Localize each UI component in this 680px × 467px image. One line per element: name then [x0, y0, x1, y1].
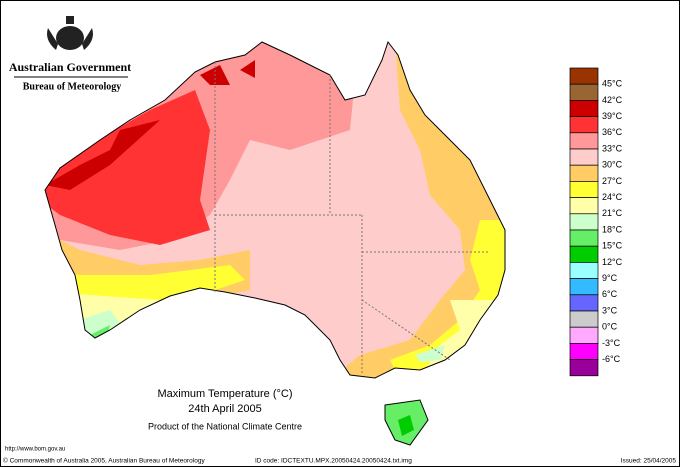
- legend-swatch: [569, 278, 599, 296]
- legend-swatch: [569, 83, 599, 101]
- legend-label: -3°C: [602, 338, 621, 348]
- legend-label: 45°C: [602, 79, 623, 89]
- legend-label: 18°C: [602, 224, 623, 234]
- legend-swatch: [569, 148, 599, 166]
- legend-swatch: [569, 181, 599, 198]
- legend-swatch: [569, 100, 599, 117]
- legend-swatch: [569, 229, 599, 247]
- legend-label: 9°C: [602, 273, 618, 283]
- legend-swatch: [569, 67, 599, 85]
- legend-label: 3°C: [602, 305, 618, 315]
- legend-swatch: [569, 116, 599, 134]
- legend-swatch: [569, 359, 599, 377]
- legend-swatch: [569, 262, 599, 279]
- legend-label: 12°C: [602, 257, 623, 267]
- legend-label: 6°C: [602, 289, 618, 299]
- issued: Issued: 25/04/2005: [621, 458, 677, 465]
- legend-swatch: [569, 197, 599, 215]
- legend-swatch: [569, 343, 599, 360]
- legend-swatch: [569, 310, 599, 328]
- legend-swatch: [569, 326, 599, 344]
- legend-swatch: [569, 164, 599, 182]
- legend-label: 21°C: [602, 208, 623, 218]
- legend-swatch: [569, 213, 599, 231]
- crest: [47, 16, 93, 50]
- legend-label: 39°C: [602, 111, 623, 121]
- map-title: Maximum Temperature (°C): [157, 388, 292, 400]
- legend-label: 15°C: [602, 241, 623, 251]
- legend-label: -6°C: [602, 354, 621, 364]
- legend-label: 24°C: [602, 192, 623, 202]
- legend-label: 27°C: [602, 176, 623, 186]
- legend-label: 0°C: [602, 322, 618, 332]
- legend-label: 42°C: [602, 95, 623, 105]
- legend-label: 36°C: [602, 127, 623, 137]
- legend-label: 30°C: [602, 160, 623, 170]
- legend: 45°C 42°C 39°C 36°C 33°C 30°C 27°C 24°C 21°C 18°C…: [569, 67, 623, 377]
- bureau: Bureau of Meteorology: [23, 81, 122, 92]
- copyright: © Commonwealth of Australia 2005, Austra…: [3, 457, 205, 465]
- agency: Australian Government: [9, 60, 131, 74]
- legend-swatch: [569, 294, 599, 312]
- id-code: ID code: IDCTEXTU.MPX.20050424.20050424.…: [255, 458, 412, 465]
- state-borders: [214, 62, 490, 375]
- legend-label: 33°C: [602, 143, 623, 153]
- legend-swatch: [569, 132, 599, 150]
- legend-swatch: [569, 245, 599, 263]
- product: Product of the National Climate Centre: [148, 421, 302, 431]
- url: http://www.bom.gov.au: [5, 447, 65, 453]
- map-date: 24th April 2005: [188, 403, 261, 415]
